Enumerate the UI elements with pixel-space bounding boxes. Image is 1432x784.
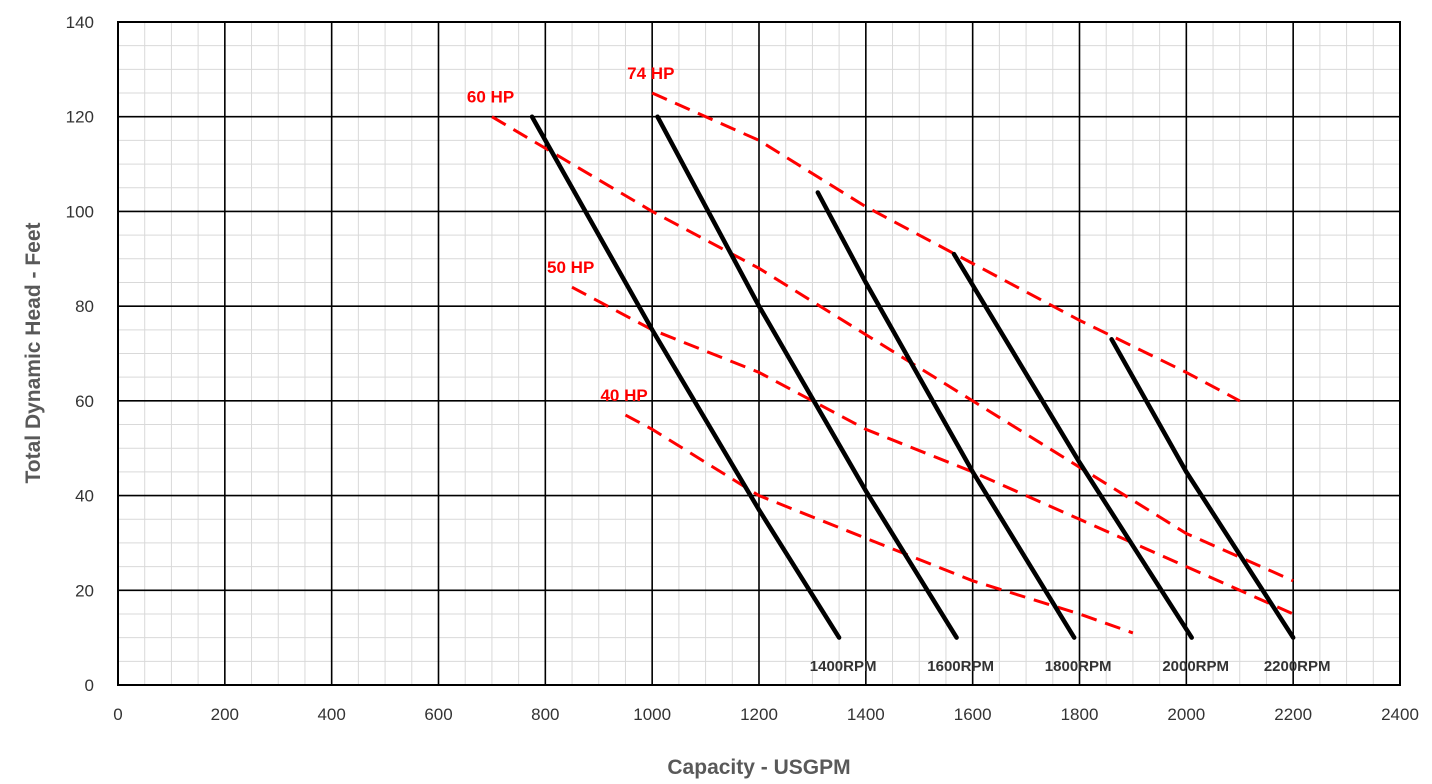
y-tick-label: 0 xyxy=(85,676,94,695)
rpm-label: 2200RPM xyxy=(1264,658,1331,675)
x-tick-label: 1400 xyxy=(847,705,885,724)
hp-label: 50 HP xyxy=(547,258,594,277)
rpm-label: 1600RPM xyxy=(927,658,994,675)
x-axis-title: Capacity - USGPM xyxy=(667,756,850,779)
rpm-curves xyxy=(529,114,1296,640)
hp-curve xyxy=(491,115,1294,583)
x-tick-label: 1000 xyxy=(633,705,671,724)
rpm-curve xyxy=(951,251,1194,640)
hp-label: 60 HP xyxy=(467,88,514,107)
hp-curve xyxy=(624,413,1134,635)
x-tick-label: 1200 xyxy=(740,705,778,724)
horsepower-labels: 40 HP 50 HP 60 HP 74 HP xyxy=(467,64,675,405)
y-tick-label: 60 xyxy=(75,392,94,411)
rpm-curve xyxy=(655,114,959,640)
hp-curve xyxy=(571,285,1294,616)
x-axis-tick-labels: 0 200 400 600 800 1000 1200 1400 1600 1800 2000 220… xyxy=(113,705,1419,724)
rpm-curve xyxy=(815,190,1077,640)
x-tick-label: 2400 xyxy=(1381,705,1419,724)
x-tick-label: 600 xyxy=(424,705,452,724)
x-tick-label: 0 xyxy=(113,705,122,724)
y-axis-title: Total Dynamic Head - Feet xyxy=(22,222,45,483)
hp-label: 74 HP xyxy=(627,64,674,83)
hp-label: 40 HP xyxy=(600,386,647,405)
y-tick-label: 20 xyxy=(75,581,94,600)
rpm-label: 1400RPM xyxy=(810,658,877,675)
rpm-curve xyxy=(529,114,842,640)
rpm-labels: 1400RPM 1600RPM 1800RPM 2000RPM 2200RPM xyxy=(810,658,1331,675)
x-tick-label: 2000 xyxy=(1167,705,1205,724)
x-tick-label: 200 xyxy=(211,705,239,724)
y-tick-label: 140 xyxy=(66,13,94,32)
x-tick-label: 400 xyxy=(317,705,345,724)
hp-curve xyxy=(651,91,1241,403)
rpm-curve xyxy=(1109,337,1296,640)
rpm-label: 1800RPM xyxy=(1045,658,1112,675)
rpm-label: 2000RPM xyxy=(1162,658,1229,675)
x-tick-label: 800 xyxy=(531,705,559,724)
y-axis-tick-labels: 0 20 40 60 80 100 120 140 xyxy=(66,13,94,695)
x-tick-label: 1600 xyxy=(954,705,992,724)
y-tick-label: 40 xyxy=(75,487,94,506)
y-tick-label: 100 xyxy=(66,202,94,221)
x-tick-label: 1800 xyxy=(1061,705,1099,724)
plot-border xyxy=(117,21,1401,686)
y-tick-label: 80 xyxy=(75,297,94,316)
x-tick-label: 2200 xyxy=(1274,705,1312,724)
y-tick-label: 120 xyxy=(66,108,94,127)
horsepower-curves xyxy=(491,91,1294,635)
